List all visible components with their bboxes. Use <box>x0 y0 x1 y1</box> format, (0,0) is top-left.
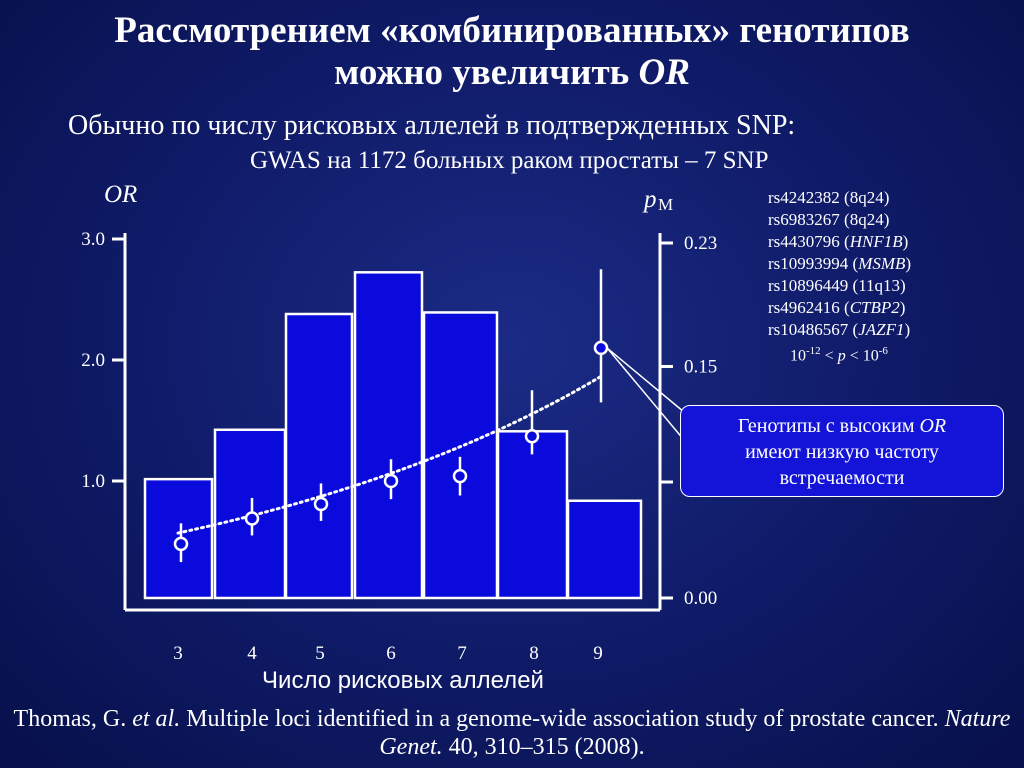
bar-8 <box>496 430 569 600</box>
pval-base1: 10 <box>790 347 806 365</box>
snp-gene: MSMB <box>858 254 906 273</box>
snp-item: rs4962416 (CTBP2) <box>768 297 911 319</box>
or-point-5 <box>313 496 329 512</box>
x-tick-label-5: 5 <box>315 643 325 664</box>
or-point-3 <box>173 536 189 552</box>
callout-pointer-lower <box>606 347 685 441</box>
citation-journal: Nature Genet. <box>379 706 1011 760</box>
left-tick-label: 1.0 <box>81 471 105 492</box>
citation: Thomas, G. et al. Multiple loci identifi… <box>0 705 1024 761</box>
callout-pre: Генотипы с высоким <box>737 415 920 437</box>
subtitle-2: GWAS на 1172 больных раком простаты – 7 … <box>250 147 769 174</box>
snp-item: rs10993994 (MSMB) <box>768 253 911 275</box>
right-tick-label: 0.15 <box>684 356 717 377</box>
pvalue-range: 10-12 < p < 10-6 <box>790 345 888 365</box>
title-line-2: можно увеличить OR <box>0 52 1024 94</box>
callout-pointer-upper <box>606 347 685 413</box>
x-axis-title: Число рисковых аллелей <box>262 667 544 694</box>
snp-text-end: ) <box>904 320 911 339</box>
snp-text: rs10993994 ( <box>768 254 859 273</box>
citation-rest: 40, 310–315 (2008). <box>442 734 645 760</box>
or-point-8 <box>524 428 540 444</box>
left-tick-label: 3.0 <box>81 229 105 250</box>
x-tick-label-4: 4 <box>247 643 257 664</box>
pval-lt2: < <box>845 347 863 365</box>
snp-text-end: ) <box>902 232 909 251</box>
pval-exp2: -6 <box>878 345 888 357</box>
x-tick-label-6: 6 <box>386 643 396 664</box>
snp-text-end: ) <box>899 298 906 317</box>
callout-line-3: встречаемости <box>779 467 905 489</box>
snp-gene: JAZF1 <box>858 320 905 339</box>
pval-base2: 10 <box>862 347 879 365</box>
pval-lt1: < <box>820 347 838 365</box>
right-axis-label-sub: M <box>658 195 673 214</box>
title-line-2-text: можно увеличить <box>334 52 639 93</box>
right-tick-label: 0.00 <box>684 588 717 609</box>
or-point-4 <box>244 511 260 526</box>
snp-gene: CTBP2 <box>849 298 900 317</box>
x-tick-label-7: 7 <box>457 643 467 664</box>
snp-item: rs10896449 (11q13) <box>768 275 911 297</box>
citation-title: Multiple loci identified in a genome-wid… <box>180 706 945 732</box>
bar-6 <box>353 271 424 600</box>
x-tick-label-3: 3 <box>173 643 183 664</box>
bar-9 <box>566 499 643 600</box>
snp-text: rs10486567 ( <box>768 320 859 339</box>
bar-7 <box>422 311 499 600</box>
callout-or: OR <box>919 415 947 437</box>
title-line-1: Рассмотрением «комбинированных» генотипо… <box>114 10 910 51</box>
snp-item: rs4430796 (HNF1B) <box>768 231 911 253</box>
snp-item: rs6983267 (8q24) <box>768 209 911 231</box>
snp-text: rs4430796 ( <box>768 232 850 251</box>
snp-text: rs6983267 (8q24) <box>768 210 890 229</box>
or-point-7 <box>452 468 468 484</box>
bar-5 <box>284 312 354 600</box>
callout-line-1: Генотипы с высоким OR <box>681 413 1003 439</box>
right-tick-label: 0.23 <box>684 233 717 254</box>
snp-list: rs4242382 (8q24) rs6983267 (8q24) rs443079… <box>768 187 911 341</box>
callout-line-2: имеют низкую частоту <box>745 441 939 463</box>
or-point-9 <box>593 340 609 356</box>
x-tick-label-8: 8 <box>529 643 539 664</box>
snp-text: rs10896449 (11q13) <box>768 276 906 295</box>
or-point-6 <box>383 473 399 489</box>
pval-exp1: -12 <box>806 345 821 357</box>
snp-text: rs4962416 ( <box>768 298 850 317</box>
citation-author: Thomas, G. <box>13 706 133 732</box>
left-axis-label: OR <box>104 181 137 208</box>
snp-item: rs4242382 (8q24) <box>768 187 911 209</box>
callout-box: Генотипы с высоким OR имеют низкую часто… <box>680 405 1004 497</box>
left-tick-label: 2.0 <box>81 350 105 371</box>
right-axis-label: p <box>642 186 657 213</box>
snp-gene: HNF1B <box>849 232 903 251</box>
pval-p: p <box>837 347 846 365</box>
slide-title: Рассмотрением «комбинированных» генотипо… <box>0 10 1024 94</box>
title-or: OR <box>638 52 690 93</box>
x-tick-label-9: 9 <box>593 643 603 664</box>
snp-text: rs4242382 (8q24) <box>768 188 890 207</box>
snp-text-end: ) <box>905 254 912 273</box>
citation-etal: et al. <box>132 706 181 732</box>
snp-item: rs10486567 (JAZF1) <box>768 319 911 341</box>
subtitle-1: Обычно по числу рисковых аллелей в подтв… <box>68 110 796 141</box>
